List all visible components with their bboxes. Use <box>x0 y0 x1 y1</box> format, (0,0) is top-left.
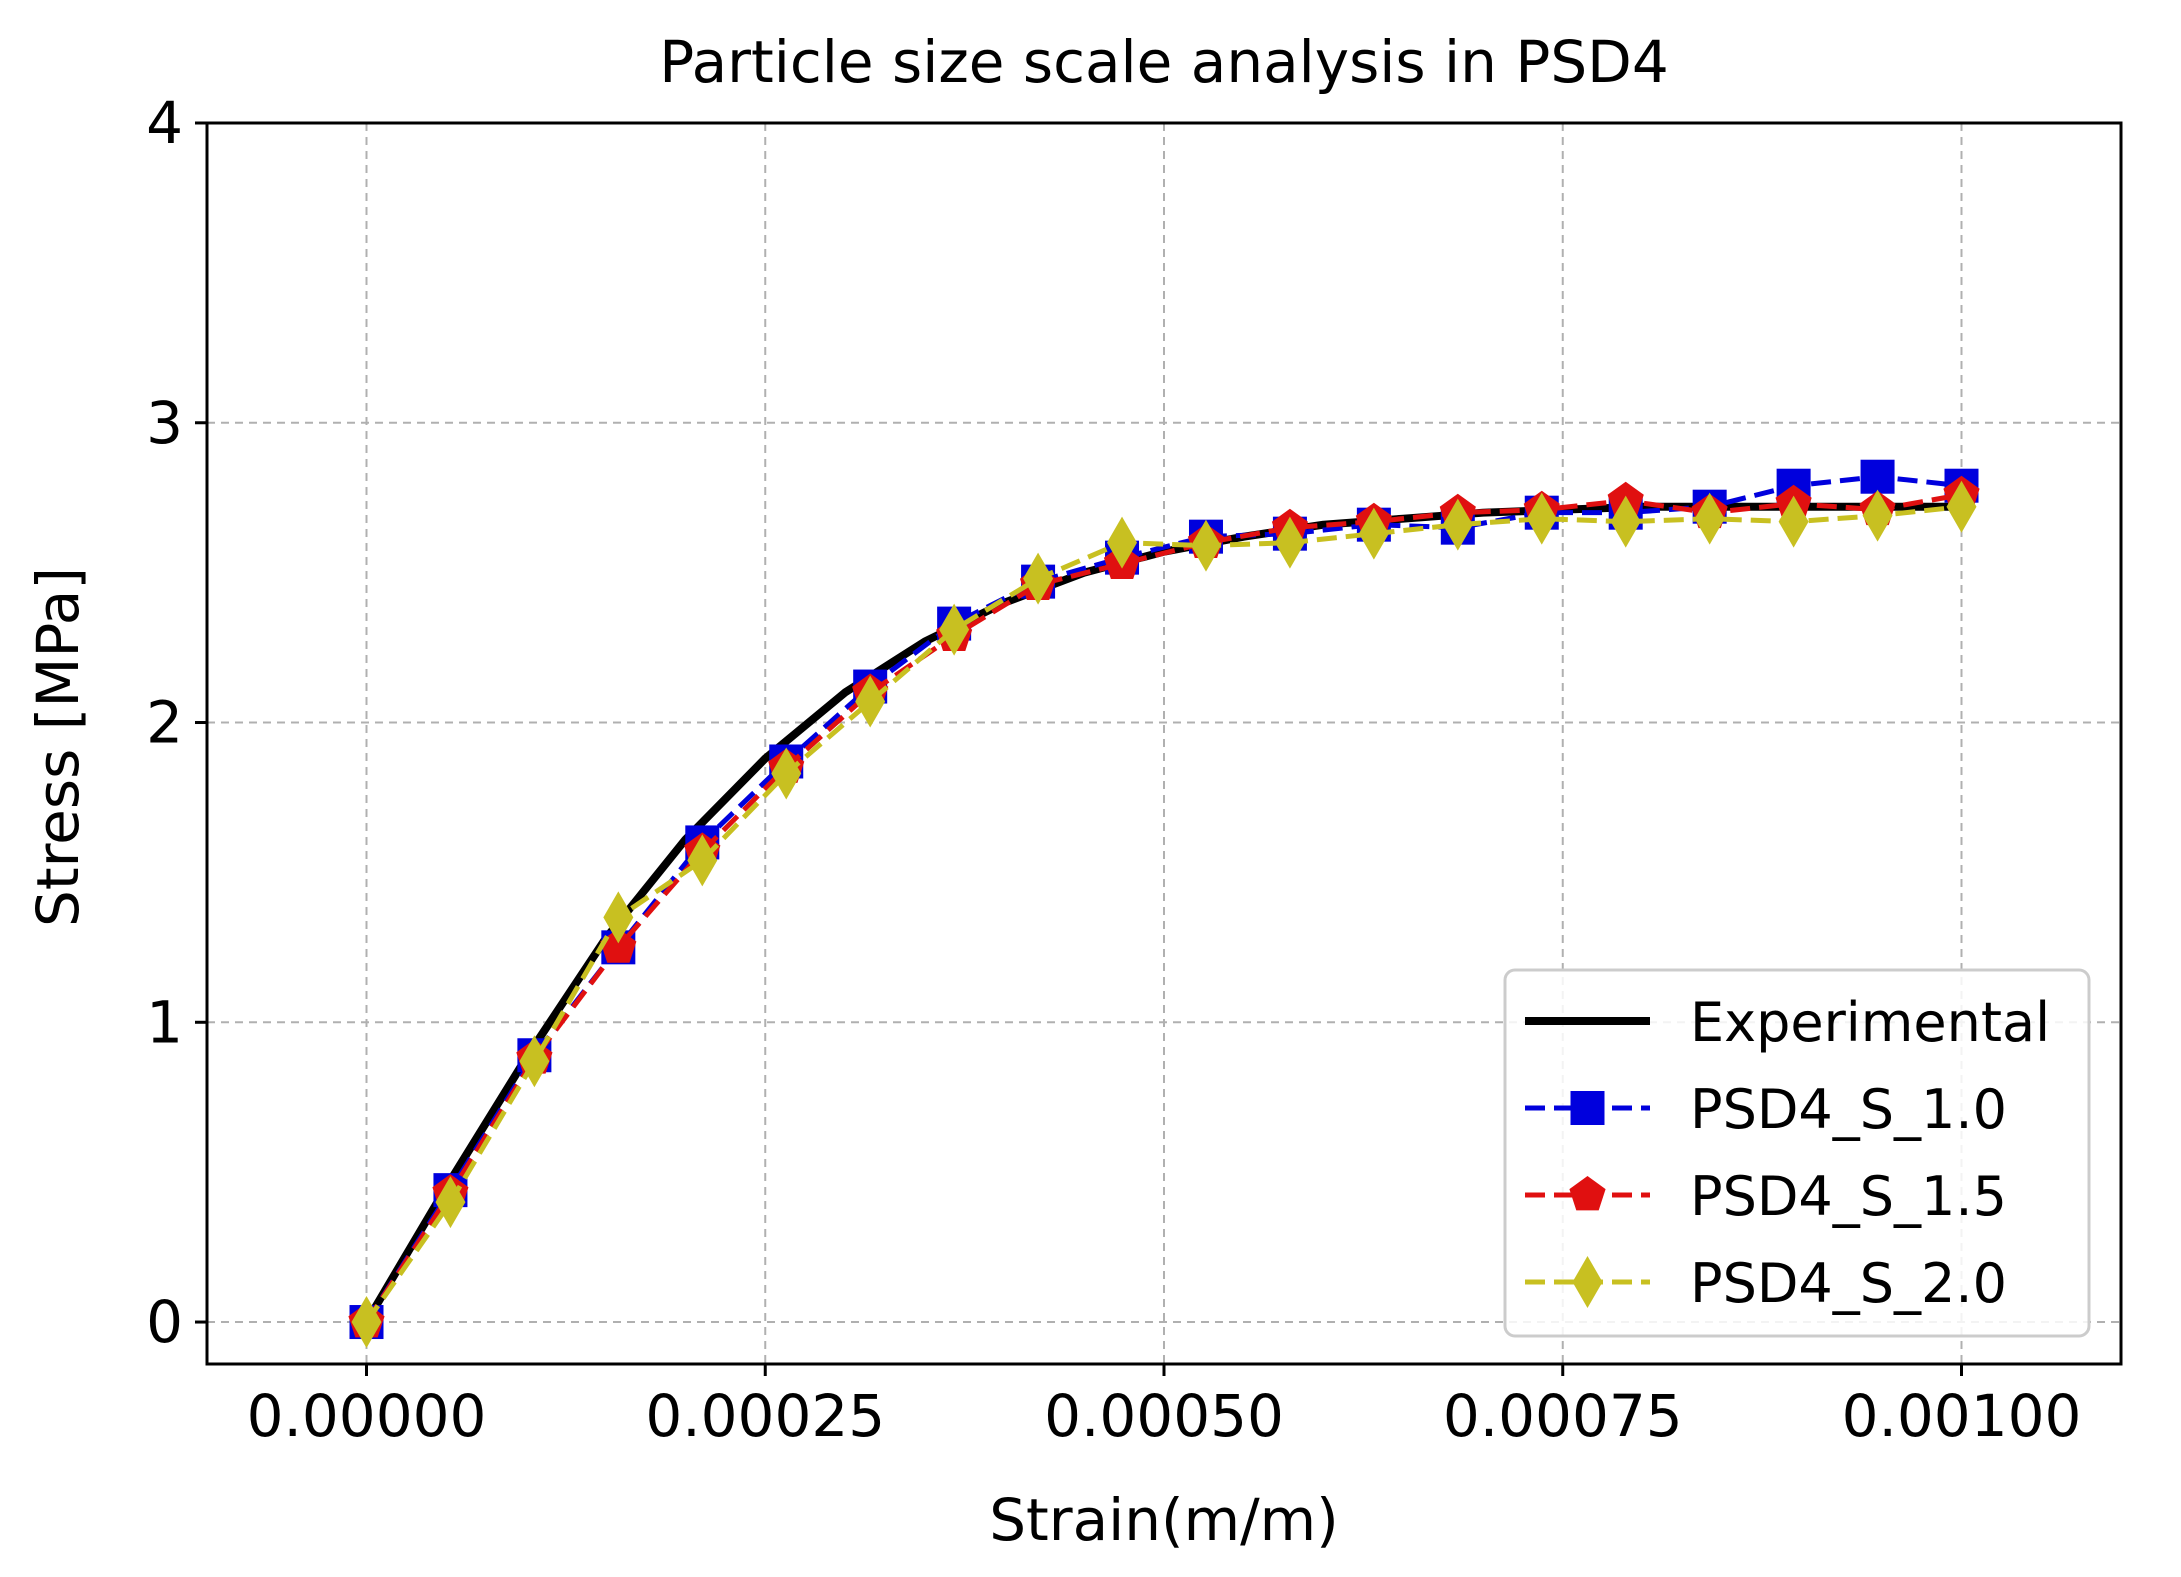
data-point <box>600 928 637 963</box>
legend-entry-psd4-s-1-5: PSD4_S_1.5 <box>1525 1165 2007 1228</box>
data-point <box>1946 480 1977 533</box>
series-psd4-s-2-0 <box>351 480 1977 1349</box>
data-point <box>1860 459 1895 494</box>
legend-label: PSD4_S_1.0 <box>1690 1078 2007 1141</box>
data-point <box>939 603 970 656</box>
y-tick-label: 1 <box>146 988 183 1056</box>
x-tick-label: 0.00075 <box>1443 1382 1683 1450</box>
series-line <box>364 492 1962 1324</box>
data-point <box>1190 519 1221 572</box>
legend-entry-psd4-s-1-0: PSD4_S_1.0 <box>1525 1078 2007 1141</box>
data-point <box>1862 489 1893 542</box>
y-axis-label: Stress [MPa] <box>24 567 92 927</box>
legend-frame <box>1503 968 2091 1338</box>
legend-entry-psd4-s-2-0: PSD4_S_2.0 <box>1525 1252 2007 1315</box>
legend-entry-experimental: Experimental <box>1525 991 2050 1054</box>
data-point <box>435 1176 466 1229</box>
data-point <box>687 834 718 887</box>
legend-marker <box>1570 1091 1605 1125</box>
x-tick-label: 0.00050 <box>1044 1382 1284 1450</box>
legend-marker <box>1572 1256 1603 1308</box>
legend-label: Experimental <box>1690 991 2050 1054</box>
y-tick-label: 2 <box>146 689 183 757</box>
data-point <box>1442 498 1473 551</box>
y-tick-label: 4 <box>146 89 183 157</box>
legend-marker <box>1569 1176 1606 1211</box>
data-point <box>1358 507 1389 560</box>
data-point <box>855 675 886 728</box>
data-point <box>771 747 802 800</box>
data-point <box>603 891 634 944</box>
x-tick-label: 0.00000 <box>247 1382 487 1450</box>
data-point <box>1023 552 1054 605</box>
data-point <box>519 1035 550 1088</box>
y-tick-label: 0 <box>146 1288 183 1356</box>
legend-label: PSD4_S_1.5 <box>1690 1165 2007 1228</box>
data-point <box>1694 492 1725 545</box>
axis-ticks: 0.00000 0.00025 0.00050 0.00075 0.00100 0 1 2 3 4 <box>146 89 2081 1450</box>
x-axis-label: Strain(m/m) <box>989 1486 1339 1554</box>
data-point <box>1778 495 1809 548</box>
legend-label: PSD4_S_2.0 <box>1690 1252 2007 1315</box>
series-layer <box>348 459 1980 1349</box>
x-tick-label: 0.00100 <box>1842 1382 2082 1450</box>
x-tick-label: 0.00025 <box>645 1382 885 1450</box>
data-point <box>1274 516 1305 569</box>
data-point <box>1526 492 1557 545</box>
data-point <box>1107 516 1138 569</box>
y-tick-label: 3 <box>146 389 183 457</box>
data-point <box>1610 495 1641 548</box>
data-point <box>351 1296 382 1349</box>
legend: Experimental PSD4_S_1.0 PSD4_S_1.5 PSD4_S_2… <box>1503 968 2091 1338</box>
chart-title: Particle size scale analysis in PSD4 <box>659 28 1668 96</box>
